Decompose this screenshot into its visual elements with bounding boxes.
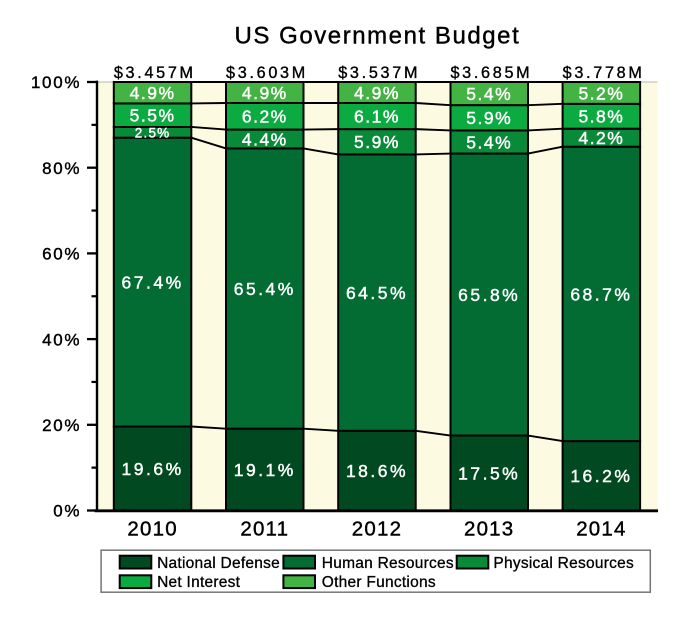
svg-text:Physical Resources: Physical Resources [493, 555, 634, 572]
svg-text:40%: 40% [42, 330, 81, 349]
svg-text:Other Functions: Other Functions [322, 574, 436, 591]
svg-text:60%: 60% [42, 245, 81, 264]
svg-text:6.2%: 6.2% [242, 107, 288, 127]
svg-text:$3.537M: $3.537M [338, 64, 420, 82]
svg-text:5.9%: 5.9% [354, 132, 400, 152]
svg-text:65.4%: 65.4% [234, 279, 296, 299]
svg-text:19.1%: 19.1% [234, 460, 296, 480]
svg-text:5.4%: 5.4% [466, 132, 512, 152]
svg-text:17.5%: 17.5% [458, 463, 520, 483]
svg-text:64.5%: 64.5% [346, 283, 408, 303]
svg-text:4.9%: 4.9% [242, 83, 288, 103]
svg-text:19.6%: 19.6% [122, 459, 184, 479]
svg-text:2014: 2014 [576, 518, 626, 541]
svg-text:16.2%: 16.2% [570, 466, 632, 486]
svg-text:Human Resources: Human Resources [322, 555, 454, 572]
svg-text:$3.685M: $3.685M [450, 64, 532, 82]
svg-text:4.4%: 4.4% [242, 129, 288, 149]
svg-text:20%: 20% [42, 416, 81, 435]
svg-text:2.5%: 2.5% [135, 125, 171, 140]
svg-text:US Government Budget: US Government Budget [234, 23, 520, 50]
svg-text:6.1%: 6.1% [354, 106, 400, 126]
svg-text:4.9%: 4.9% [130, 83, 176, 103]
svg-text:2010: 2010 [127, 518, 177, 541]
svg-text:18.6%: 18.6% [346, 461, 408, 481]
svg-text:2012: 2012 [352, 518, 402, 541]
svg-text:2013: 2013 [464, 518, 514, 541]
svg-text:5.9%: 5.9% [466, 108, 512, 128]
svg-text:80%: 80% [42, 159, 81, 178]
svg-text:67.4%: 67.4% [122, 273, 184, 293]
svg-text:$3.778M: $3.778M [563, 64, 645, 82]
svg-text:5.2%: 5.2% [578, 83, 624, 103]
svg-text:Net Interest: Net Interest [157, 574, 241, 591]
svg-text:$3.603M: $3.603M [226, 64, 308, 82]
svg-text:National Defense: National Defense [157, 555, 280, 572]
svg-text:5.4%: 5.4% [466, 84, 512, 104]
svg-text:5.5%: 5.5% [130, 106, 176, 126]
svg-text:4.9%: 4.9% [354, 83, 400, 103]
svg-text:5.8%: 5.8% [578, 107, 624, 127]
svg-text:65.8%: 65.8% [458, 285, 520, 305]
svg-text:$3.457M: $3.457M [114, 64, 196, 82]
svg-text:0%: 0% [53, 502, 81, 521]
svg-text:2011: 2011 [240, 518, 289, 541]
svg-text:100%: 100% [31, 73, 81, 92]
svg-text:4.2%: 4.2% [578, 128, 624, 148]
svg-text:68.7%: 68.7% [570, 284, 632, 304]
